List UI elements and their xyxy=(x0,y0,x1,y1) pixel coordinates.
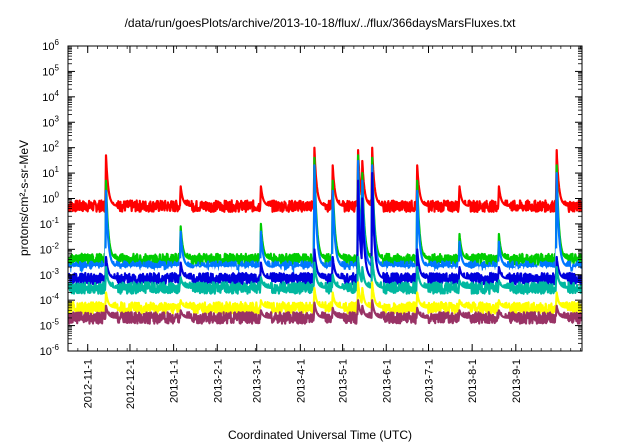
x-tick-label: 2013-7-1 xyxy=(424,359,436,403)
x-tick-label: 2013-9-1 xyxy=(511,359,523,403)
y-tick-label: 104 xyxy=(42,89,59,104)
y-tick-label: 10-3 xyxy=(40,267,60,282)
y-tick-label: 10-4 xyxy=(40,292,60,307)
series-line-2 xyxy=(68,159,582,274)
series-line-6 xyxy=(68,281,582,315)
y-tick-label: 10-2 xyxy=(40,241,60,256)
y-tick-label: 100 xyxy=(42,191,59,206)
y-tick-label: 106 xyxy=(42,38,59,53)
y-tick-label: 105 xyxy=(42,63,59,78)
y-tick-label: 10-1 xyxy=(40,216,60,231)
series-layer xyxy=(68,146,582,325)
x-tick-label: 2013-1-1 xyxy=(169,359,181,403)
y-tick-label: 101 xyxy=(42,165,59,180)
series-line-7 xyxy=(68,299,582,325)
x-tick-label: 2012-12-1 xyxy=(125,359,137,409)
y-tick-label: 103 xyxy=(42,114,59,129)
series-line-0 xyxy=(68,146,582,213)
series-line-4 xyxy=(68,172,582,286)
x-tick-label: 2013-8-1 xyxy=(467,359,479,403)
y-tick-label: 10-6 xyxy=(40,343,60,358)
x-tick-label: 2013-4-1 xyxy=(295,359,307,403)
chart-title: /data/run/goesPlots/archive/2013-10-18/f… xyxy=(124,16,516,30)
series-line-5 xyxy=(68,255,582,295)
x-axis-label: Coordinated Universal Time (UTC) xyxy=(227,428,413,442)
y-tick-label: 10-5 xyxy=(40,318,60,333)
x-tick-label: 2013-2-1 xyxy=(212,359,224,403)
series-line-1 xyxy=(68,154,582,267)
x-tick-label: 2012-11-1 xyxy=(83,359,95,408)
axis-layer: 10-6 10-5 10-4 10-3 10-2 10-1 100 101 102 103 104 1… xyxy=(40,38,582,409)
x-tick-label: 2013-6-1 xyxy=(381,359,393,403)
x-tick-label: 2013-5-1 xyxy=(338,359,350,403)
y-tick-label: 102 xyxy=(42,140,59,155)
y-axis-label: protons/cm²-s-sr-MeV xyxy=(17,139,31,257)
x-tick-label: 2013-3-1 xyxy=(252,359,264,403)
